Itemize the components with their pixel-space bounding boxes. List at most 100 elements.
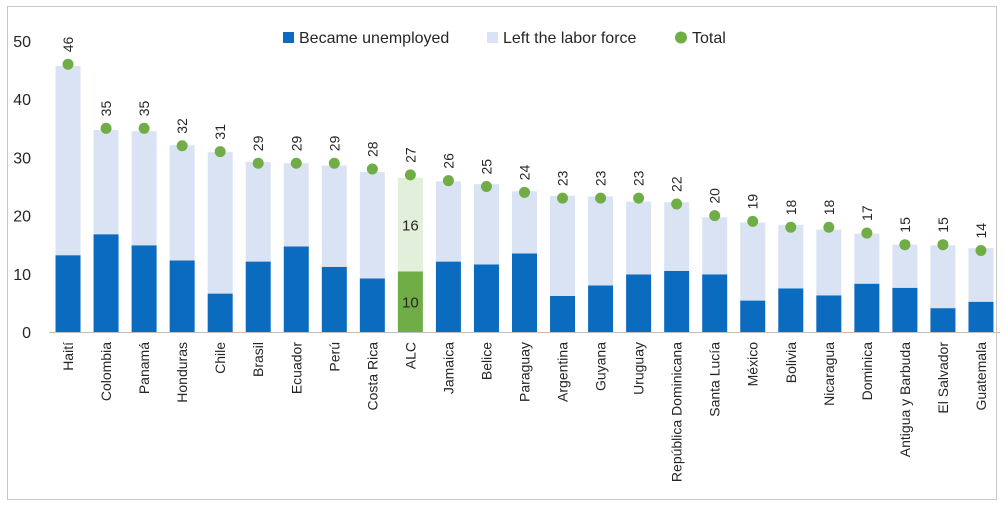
bar-became-unemployed-brasil <box>245 261 271 332</box>
total-marker-mexico <box>747 215 759 227</box>
data-label-alc-became-unemployed: 10 <box>402 295 419 312</box>
x-tick-label-belice: Belice <box>478 342 494 380</box>
total-label-uruguay: 23 <box>631 170 647 186</box>
bar-became-unemployed-honduras <box>169 260 195 332</box>
x-tick-label-honduras: Honduras <box>174 342 190 403</box>
bar-left-labor-force-costa-rica <box>359 171 385 279</box>
x-tick-label-haiti: Haití <box>60 342 76 371</box>
bar-left-labor-force-paraguay <box>512 191 537 254</box>
bar-left-labor-force-guatemala <box>968 248 994 302</box>
bar-became-unemployed-colombia <box>93 234 119 332</box>
x-tick-label-costa-rica: Costa Rica <box>364 342 380 411</box>
bar-left-labor-force-honduras <box>169 145 195 261</box>
x-tick-label-nicaragua: Nicaragua <box>821 342 837 406</box>
x-tick-label-uruguay: Uruguay <box>631 342 647 395</box>
total-label-argentina: 23 <box>555 170 571 186</box>
bar-became-unemployed-santa-lucia <box>702 274 728 332</box>
total-label-jamaica: 26 <box>440 153 456 169</box>
legend-marker-total <box>675 31 687 44</box>
data-label-alc-left-labor-force: 16 <box>402 218 419 235</box>
x-tick-label-chile: Chile <box>212 342 228 374</box>
total-marker-honduras <box>176 140 188 152</box>
bar-left-labor-force-mexico <box>740 222 766 301</box>
bar-became-unemployed-panama <box>131 245 157 332</box>
total-label-colombia: 35 <box>98 101 114 117</box>
y-tick-label: 50 <box>13 34 31 51</box>
total-label-panama: 35 <box>136 101 152 117</box>
total-label-belice: 25 <box>478 159 494 175</box>
total-marker-guyana <box>595 192 607 204</box>
bar-became-unemployed-dominica <box>854 283 880 332</box>
y-axis: 0 10 20 30 40 50 <box>13 34 31 342</box>
bar-left-labor-force-antigua-y-barbuda <box>892 244 918 288</box>
bar-left-labor-force-guyana <box>588 196 614 286</box>
y-tick-label: 30 <box>13 150 31 167</box>
total-marker-bolivia <box>785 221 797 233</box>
total-label-mexico: 19 <box>745 194 761 210</box>
bar-became-unemployed-chile <box>207 293 233 332</box>
x-tick-label-panama: Panamá <box>136 342 152 394</box>
bar-became-unemployed-alc <box>397 271 423 332</box>
total-label-nicaragua: 18 <box>821 199 837 215</box>
x-tick-label-peru: Perú <box>326 342 342 372</box>
total-label-haiti: 46 <box>60 36 76 52</box>
bar-left-labor-force-peru <box>321 165 347 267</box>
bar-became-unemployed-antigua-y-barbuda <box>892 287 918 332</box>
bar-became-unemployed-el-salvador <box>930 308 956 332</box>
legend-label-became-unemployed: Became unemployed <box>299 30 449 47</box>
y-tick-label: 0 <box>22 325 31 342</box>
total-label-santa-lucia: 20 <box>707 188 723 204</box>
bar-became-unemployed-jamaica <box>435 261 461 332</box>
total-label-brasil: 29 <box>250 135 266 151</box>
x-tick-label-jamaica: Jamaica <box>440 342 456 394</box>
chart-frame <box>7 6 997 500</box>
total-marker-el-salvador <box>937 239 949 251</box>
y-tick-label: 10 <box>13 267 31 284</box>
bar-left-labor-force-ecuador <box>283 163 309 247</box>
x-tick-label-guatemala: Guatemala <box>973 342 989 411</box>
x-tick-label-alc: ALC <box>402 342 418 369</box>
bar-left-labor-force-argentina <box>550 195 576 296</box>
bar-became-unemployed-guyana <box>588 285 614 332</box>
bar-became-unemployed-uruguay <box>626 274 652 332</box>
total-marker-republica-dominicana <box>671 198 683 210</box>
bar-became-unemployed-guatemala <box>968 301 994 332</box>
bar-left-labor-force-republica-dominicana <box>664 202 690 271</box>
total-label-paraguay: 24 <box>517 165 533 181</box>
total-label-ecuador: 29 <box>288 135 304 151</box>
bar-became-unemployed-peru <box>321 266 347 332</box>
bar-left-labor-force-haiti <box>55 66 81 256</box>
total-label-bolivia: 18 <box>783 199 799 215</box>
bar-left-labor-force-belice <box>473 184 499 265</box>
y-tick-label: 40 <box>13 92 31 109</box>
total-label-guyana: 23 <box>593 170 609 186</box>
x-tick-label-santa-lucia: Santa Lucía <box>707 342 723 417</box>
bar-became-unemployed-paraguay <box>512 253 537 332</box>
bar-became-unemployed-argentina <box>550 295 576 332</box>
total-marker-guatemala <box>975 245 987 257</box>
total-label-peru: 29 <box>326 135 342 151</box>
total-marker-colombia <box>100 122 112 134</box>
bar-left-labor-force-brasil <box>245 162 271 262</box>
total-marker-paraguay <box>519 186 530 198</box>
bar-left-labor-force-colombia <box>93 130 119 235</box>
x-tick-label-brasil: Brasil <box>250 342 266 377</box>
legend: Became unemployed Left the labor force T… <box>283 30 726 47</box>
x-tick-label-bolivia: Bolivia <box>783 342 799 383</box>
x-tick-label-el-salvador: El Salvador <box>935 342 951 414</box>
legend-swatch-left-labor-force <box>487 32 498 43</box>
total-marker-panama <box>138 122 150 134</box>
bar-became-unemployed-republica-dominicana <box>664 270 690 332</box>
bar-became-unemployed-haiti <box>55 255 81 332</box>
total-marker-belice <box>480 181 492 192</box>
bar-left-labor-force-uruguay <box>626 201 652 275</box>
legend-label-left-labor-force: Left the labor force <box>503 30 637 47</box>
x-tick-label-mexico: México <box>745 342 761 387</box>
x-tick-label-guyana: Guyana <box>593 342 609 391</box>
x-tick-label-antigua-y-barbuda: Antigua y Barbuda <box>897 342 913 457</box>
total-marker-argentina <box>557 192 569 204</box>
total-marker-peru <box>328 157 340 169</box>
total-label-chile: 31 <box>212 124 228 140</box>
x-tick-label-paraguay: Paraguay <box>517 342 533 402</box>
